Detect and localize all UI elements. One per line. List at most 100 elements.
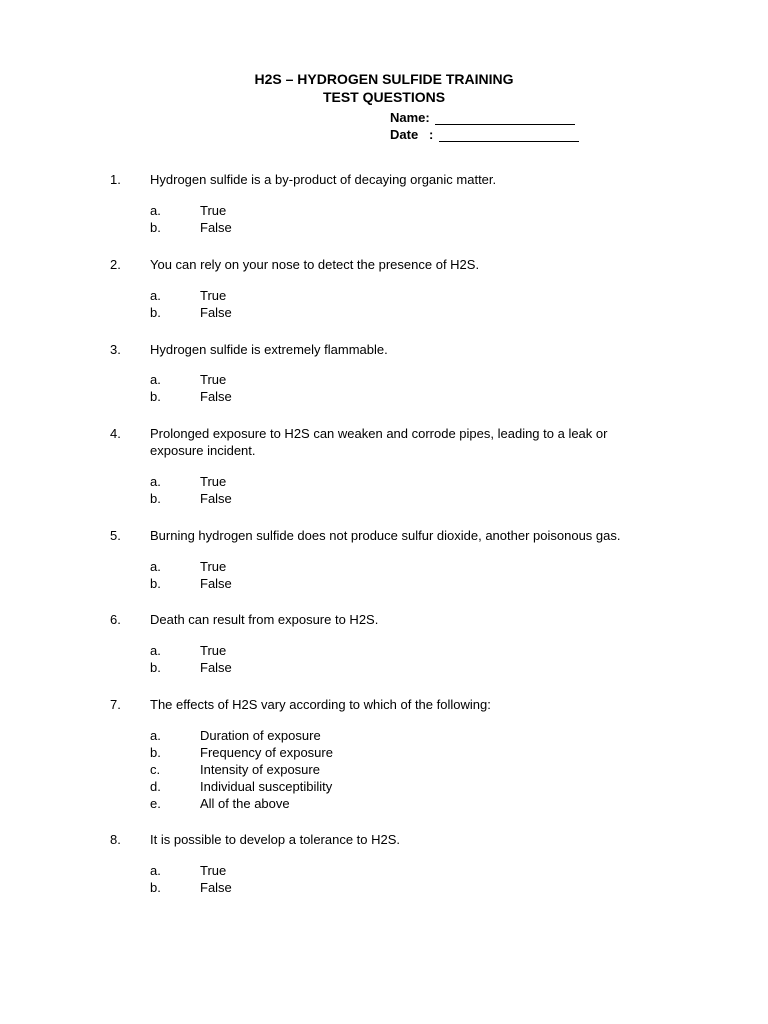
question-body: Prolonged exposure to H2S can weaken and… <box>150 426 658 508</box>
option-row[interactable]: b.False <box>150 220 658 237</box>
question-text: Hydrogen sulfide is a by-product of deca… <box>150 172 658 189</box>
options-list: a.Trueb.False <box>150 643 658 677</box>
question-text: You can rely on your nose to detect the … <box>150 257 658 274</box>
name-date-block: Name: Date : <box>390 110 658 144</box>
question-body: Death can result from exposure to H2S.a.… <box>150 612 658 677</box>
question-number: 4. <box>110 426 150 508</box>
question-block: 8.It is possible to develop a tolerance … <box>110 832 658 897</box>
option-letter: e. <box>150 796 200 813</box>
option-letter: a. <box>150 288 200 305</box>
option-letter: d. <box>150 779 200 796</box>
question-number: 5. <box>110 528 150 593</box>
name-blank[interactable] <box>435 110 575 125</box>
question-text: The effects of H2S vary according to whi… <box>150 697 658 714</box>
title-line-2: TEST QUESTIONS <box>110 88 658 106</box>
question-block: 3.Hydrogen sulfide is extremely flammabl… <box>110 342 658 407</box>
option-letter: a. <box>150 728 200 745</box>
option-letter: a. <box>150 863 200 880</box>
option-text: False <box>200 880 658 897</box>
option-text: False <box>200 491 658 508</box>
option-row[interactable]: b.False <box>150 305 658 322</box>
question-body: Hydrogen sulfide is a by-product of deca… <box>150 172 658 237</box>
option-letter: b. <box>150 305 200 322</box>
questions-container: 1.Hydrogen sulfide is a by-product of de… <box>110 172 658 897</box>
option-text: True <box>200 474 658 491</box>
option-letter: b. <box>150 389 200 406</box>
options-list: a.Duration of exposureb.Frequency of exp… <box>150 728 658 812</box>
question-number: 3. <box>110 342 150 407</box>
question-block: 7.The effects of H2S vary according to w… <box>110 697 658 812</box>
question-text: Hydrogen sulfide is extremely flammable. <box>150 342 658 359</box>
options-list: a.Trueb.False <box>150 288 658 322</box>
question-text: It is possible to develop a tolerance to… <box>150 832 658 849</box>
option-row[interactable]: a.True <box>150 474 658 491</box>
option-letter: b. <box>150 491 200 508</box>
option-text: Individual susceptibility <box>200 779 658 796</box>
option-letter: b. <box>150 576 200 593</box>
option-row[interactable]: b.False <box>150 576 658 593</box>
option-text: False <box>200 660 658 677</box>
date-label: Date : <box>390 127 437 144</box>
title-line-1: H2S – HYDROGEN SULFIDE TRAINING <box>110 70 658 88</box>
option-row[interactable]: a.Duration of exposure <box>150 728 658 745</box>
question-block: 1.Hydrogen sulfide is a by-product of de… <box>110 172 658 237</box>
question-number: 1. <box>110 172 150 237</box>
question-block: 5.Burning hydrogen sulfide does not prod… <box>110 528 658 593</box>
option-text: True <box>200 288 658 305</box>
question-body: The effects of H2S vary according to whi… <box>150 697 658 812</box>
option-row[interactable]: a.True <box>150 372 658 389</box>
option-row[interactable]: d.Individual susceptibility <box>150 779 658 796</box>
option-letter: a. <box>150 203 200 220</box>
option-row[interactable]: c.Intensity of exposure <box>150 762 658 779</box>
question-body: Hydrogen sulfide is extremely flammable.… <box>150 342 658 407</box>
option-text: Frequency of exposure <box>200 745 658 762</box>
option-text: False <box>200 576 658 593</box>
option-letter: a. <box>150 372 200 389</box>
question-number: 7. <box>110 697 150 812</box>
option-text: True <box>200 372 658 389</box>
date-blank[interactable] <box>439 127 579 142</box>
option-row[interactable]: a.True <box>150 559 658 576</box>
option-text: Intensity of exposure <box>200 762 658 779</box>
question-text: Prolonged exposure to H2S can weaken and… <box>150 426 658 460</box>
options-list: a.Trueb.False <box>150 559 658 593</box>
option-letter: a. <box>150 559 200 576</box>
option-letter: b. <box>150 745 200 762</box>
option-text: All of the above <box>200 796 658 813</box>
question-body: It is possible to develop a tolerance to… <box>150 832 658 897</box>
option-text: Duration of exposure <box>200 728 658 745</box>
option-text: False <box>200 220 658 237</box>
date-row: Date : <box>390 127 658 144</box>
option-text: True <box>200 643 658 660</box>
options-list: a.Trueb.False <box>150 372 658 406</box>
option-letter: a. <box>150 643 200 660</box>
option-row[interactable]: b.False <box>150 660 658 677</box>
options-list: a.Trueb.False <box>150 474 658 508</box>
test-page: H2S – HYDROGEN SULFIDE TRAINING TEST QUE… <box>0 0 768 957</box>
option-text: True <box>200 863 658 880</box>
option-row[interactable]: a.True <box>150 863 658 880</box>
option-text: True <box>200 559 658 576</box>
option-letter: b. <box>150 660 200 677</box>
options-list: a.Trueb.False <box>150 203 658 237</box>
option-row[interactable]: b.False <box>150 491 658 508</box>
question-body: Burning hydrogen sulfide does not produc… <box>150 528 658 593</box>
option-row[interactable]: b.False <box>150 880 658 897</box>
question-body: You can rely on your nose to detect the … <box>150 257 658 322</box>
option-row[interactable]: e.All of the above <box>150 796 658 813</box>
option-row[interactable]: b.False <box>150 389 658 406</box>
name-row: Name: <box>390 110 658 127</box>
question-block: 4.Prolonged exposure to H2S can weaken a… <box>110 426 658 508</box>
option-row[interactable]: b.Frequency of exposure <box>150 745 658 762</box>
option-letter: c. <box>150 762 200 779</box>
option-text: True <box>200 203 658 220</box>
option-text: False <box>200 389 658 406</box>
option-text: False <box>200 305 658 322</box>
question-number: 2. <box>110 257 150 322</box>
option-row[interactable]: a.True <box>150 643 658 660</box>
option-row[interactable]: a.True <box>150 203 658 220</box>
name-label: Name: <box>390 110 433 127</box>
question-text: Burning hydrogen sulfide does not produc… <box>150 528 658 545</box>
option-row[interactable]: a.True <box>150 288 658 305</box>
question-number: 8. <box>110 832 150 897</box>
